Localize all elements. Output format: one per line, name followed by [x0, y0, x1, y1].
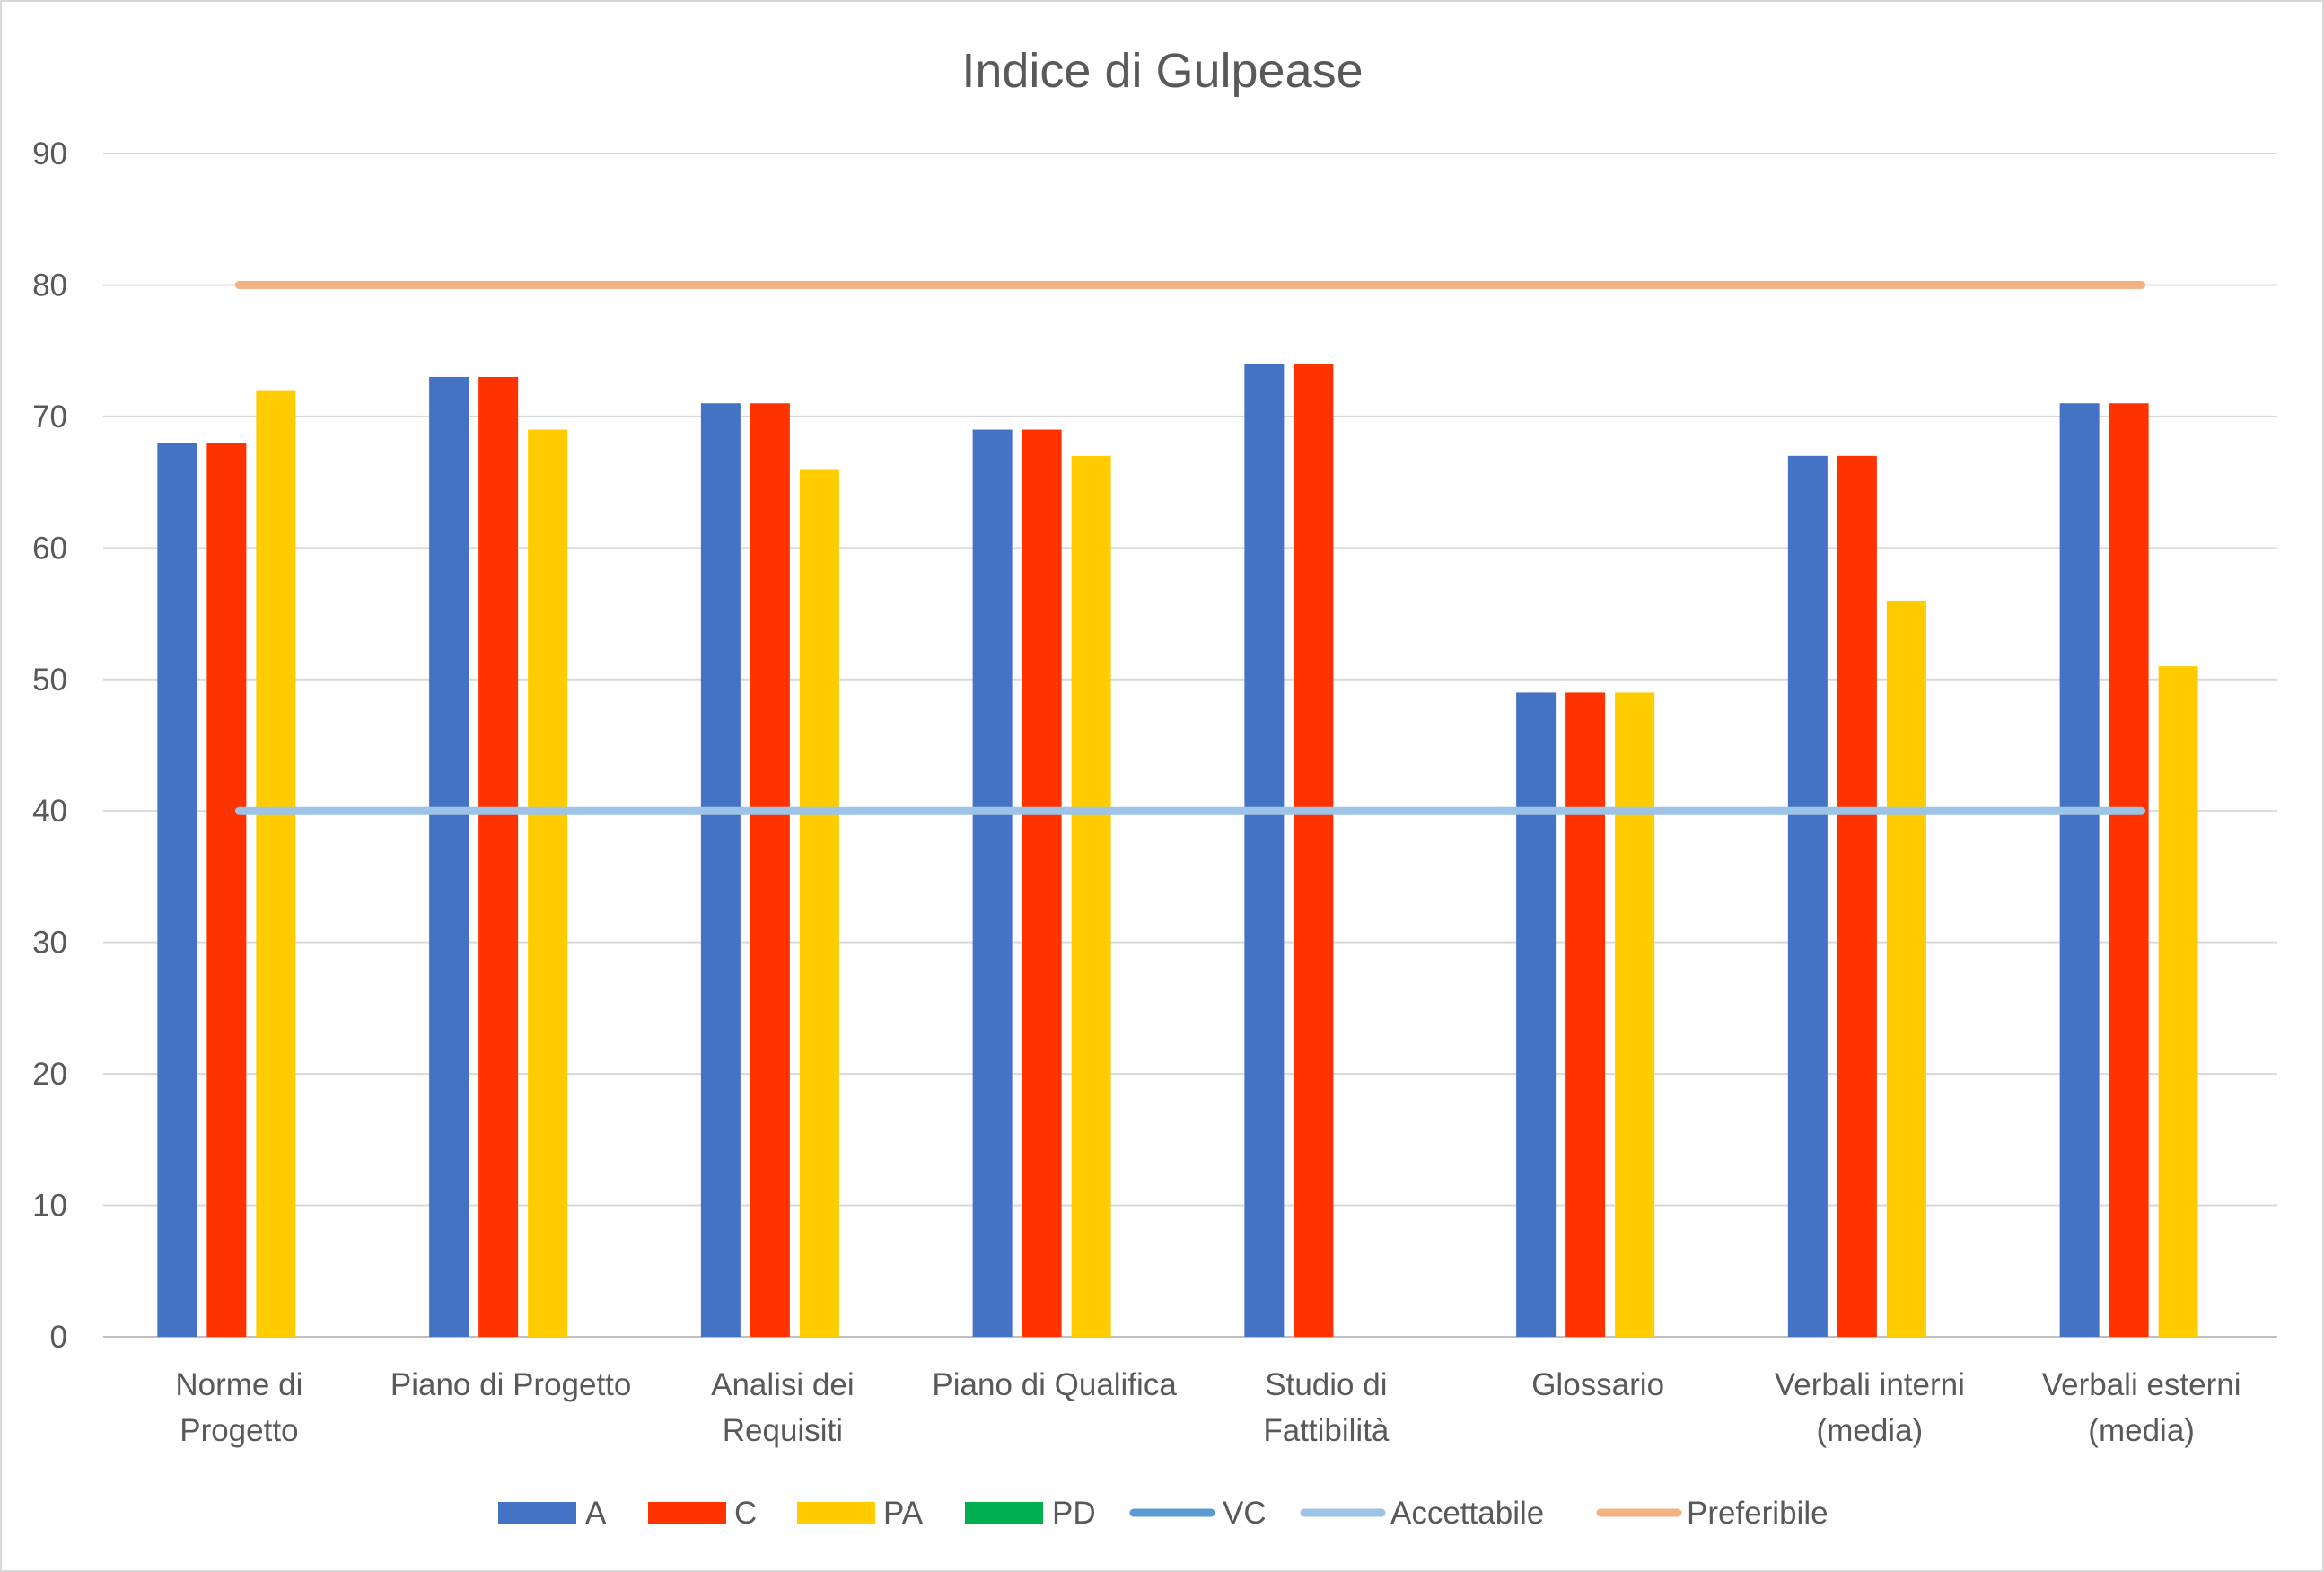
- bar-a: [157, 443, 197, 1338]
- legend-swatch-pd: [965, 1502, 1043, 1524]
- legend-label-a: A: [585, 1496, 607, 1531]
- legend-label-accettabile: Accettabile: [1390, 1496, 1544, 1531]
- x-category-label: Norme di Progetto: [175, 1367, 303, 1448]
- x-category-label: Verbali esterni (media): [2042, 1367, 2241, 1448]
- bar-a: [972, 429, 1013, 1337]
- x-category-label: Analisi dei Requisiti: [711, 1367, 855, 1448]
- bars: [157, 364, 2198, 1338]
- y-axis-ticks: 0 10 20 30 40 50 60 70 80 90: [32, 136, 67, 1355]
- y-tick-label: 20: [32, 1057, 67, 1092]
- legend-swatch-a: [498, 1502, 576, 1524]
- bar-a: [700, 403, 741, 1338]
- y-tick-label: 90: [32, 136, 67, 171]
- x-axis-categories: Norme di Progetto Piano di Progetto Analisi…: [175, 1367, 2241, 1448]
- bar-pa: [1886, 600, 1926, 1337]
- y-tick-label: 10: [32, 1189, 67, 1224]
- y-tick-label: 0: [50, 1320, 67, 1355]
- chart-title: Indice di Gulpease: [961, 44, 1363, 98]
- legend-label-pa: PA: [883, 1496, 924, 1531]
- legend-label-preferibile: Preferibile: [1687, 1496, 1829, 1531]
- legend-label-pd: PD: [1052, 1496, 1096, 1531]
- legend: A C PA PD VC Accettabile Preferibile: [498, 1496, 1829, 1531]
- x-category-label: Studio di Fattibilità: [1263, 1367, 1390, 1448]
- bar-pa: [2158, 666, 2198, 1337]
- bar-pa: [528, 429, 568, 1337]
- bar-pa: [1615, 692, 1655, 1337]
- y-tick-label: 50: [32, 663, 67, 698]
- x-category-label: Piano di Progetto: [390, 1367, 632, 1402]
- legend-swatch-pa: [797, 1502, 875, 1524]
- reference-lines: [234, 280, 2146, 815]
- bar-pa: [799, 469, 839, 1337]
- bar-a: [1516, 692, 1557, 1337]
- y-tick-label: 60: [32, 531, 67, 566]
- y-tick-label: 80: [32, 268, 67, 303]
- bar-c: [2109, 403, 2149, 1338]
- bar-pa: [1071, 455, 1111, 1337]
- legend-swatch-c: [648, 1502, 726, 1524]
- bar-a: [1244, 364, 1285, 1338]
- bar-c: [750, 403, 790, 1338]
- bar-c: [206, 443, 247, 1338]
- legend-label-vc: VC: [1223, 1496, 1267, 1531]
- legend-label-c: C: [734, 1496, 757, 1531]
- x-category-label: Verbali interni (media): [1775, 1367, 1965, 1448]
- x-category-label: Glossario: [1531, 1367, 1664, 1402]
- bar-c: [1294, 364, 1334, 1338]
- x-category-label: Piano di Qualifica: [932, 1367, 1177, 1402]
- bar-a: [2059, 403, 2100, 1338]
- bar-a: [1787, 455, 1828, 1337]
- y-tick-label: 30: [32, 926, 67, 961]
- bar-c: [1837, 455, 1877, 1337]
- bar-c: [478, 376, 519, 1337]
- bar-c: [1022, 429, 1062, 1337]
- bar-c: [1565, 692, 1606, 1337]
- bar-pa: [256, 390, 296, 1338]
- y-tick-label: 40: [32, 794, 67, 829]
- bar-a: [429, 376, 469, 1337]
- y-tick-label: 70: [32, 400, 67, 435]
